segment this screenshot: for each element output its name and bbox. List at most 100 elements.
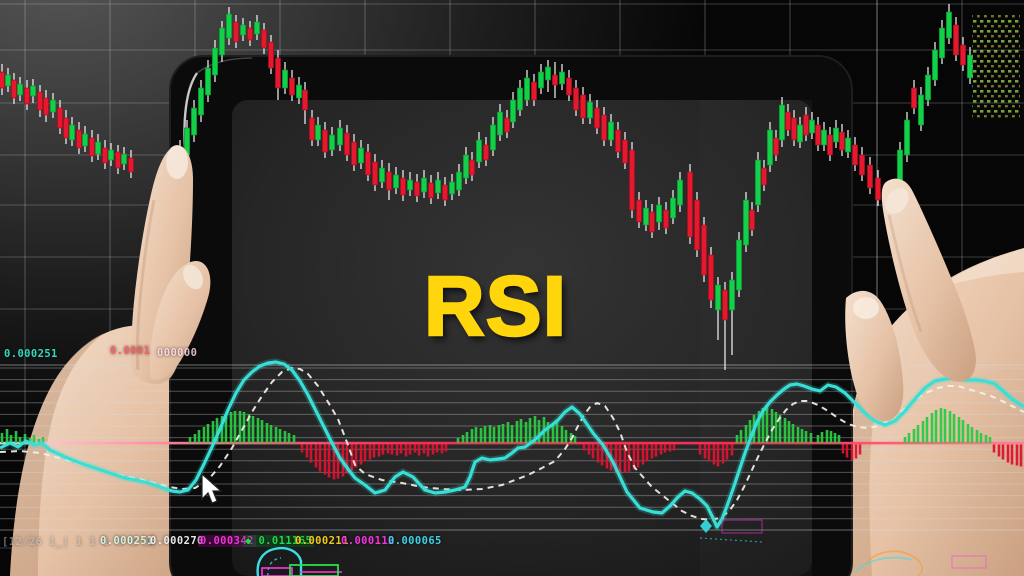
candlestick xyxy=(839,131,845,151)
histogram-bar xyxy=(925,417,929,443)
histogram-bar xyxy=(215,418,219,443)
candlestick xyxy=(594,107,600,129)
histogram-bar xyxy=(260,420,264,443)
price-label: 0.000342 xyxy=(198,535,256,547)
histogram-bar xyxy=(426,444,430,457)
candlestick xyxy=(57,107,63,129)
histogram-bar xyxy=(292,435,296,443)
candlestick xyxy=(309,117,315,141)
histogram-bar xyxy=(555,421,559,443)
histogram-bar xyxy=(497,425,501,443)
histogram-bar xyxy=(748,420,752,443)
histogram-bar xyxy=(672,444,676,451)
candlestick xyxy=(247,27,253,41)
histogram-bar xyxy=(984,435,988,443)
candlestick xyxy=(821,129,827,146)
histogram-bar xyxy=(41,437,45,443)
histogram-bar xyxy=(912,429,916,443)
candlestick xyxy=(656,204,662,223)
candlestick xyxy=(925,74,931,101)
histogram-bar xyxy=(663,444,667,453)
histogram-bar xyxy=(300,444,304,453)
circuit-doodles xyxy=(256,519,987,576)
candlestick xyxy=(95,141,101,155)
candlestick xyxy=(953,24,959,56)
candlestick xyxy=(939,27,945,59)
histogram-bar xyxy=(1015,444,1019,466)
histogram-bar xyxy=(37,439,41,443)
histogram-bar xyxy=(18,437,22,443)
histogram-bar xyxy=(721,444,725,464)
histogram-bar xyxy=(774,412,778,443)
candlestick xyxy=(322,129,328,153)
histogram-bar xyxy=(632,444,636,470)
mouse-cursor xyxy=(201,472,223,504)
candlestick xyxy=(268,41,274,69)
histogram-bar xyxy=(211,421,215,443)
histogram-bar xyxy=(783,418,787,443)
right-index-finger xyxy=(881,178,976,382)
candlestick xyxy=(76,129,82,149)
price-label: 000000 xyxy=(157,347,198,359)
histogram-bar xyxy=(735,435,739,443)
histogram-bar xyxy=(943,409,947,443)
price-label: 0.000065 xyxy=(388,535,442,547)
histogram-bar xyxy=(377,444,381,457)
histogram-bar xyxy=(1006,444,1010,463)
candlestick xyxy=(755,159,761,206)
candlestick xyxy=(469,159,475,176)
histogram-bar xyxy=(659,444,663,455)
histogram-bar xyxy=(23,434,27,443)
histogram-bar xyxy=(761,408,765,443)
candlestick xyxy=(897,149,903,181)
candlestick xyxy=(128,157,134,173)
histogram-bar xyxy=(233,411,237,443)
histogram-bar xyxy=(833,433,837,443)
right-thumb xyxy=(845,290,904,421)
histogram-bar xyxy=(309,444,313,463)
candlestick xyxy=(504,117,510,133)
histogram-bar xyxy=(988,437,992,443)
candlestick xyxy=(108,149,114,161)
histogram-bar xyxy=(668,444,672,452)
candlestick xyxy=(573,87,579,111)
histogram-bar xyxy=(408,444,412,455)
candlestick xyxy=(729,279,735,311)
histogram-bar xyxy=(916,425,920,443)
histogram-bar xyxy=(930,413,934,443)
histogram-bar xyxy=(5,429,9,443)
histogram-bar xyxy=(770,409,774,443)
histogram-bar xyxy=(979,433,983,443)
rsi-title: RSI xyxy=(423,258,568,355)
candlestick xyxy=(483,144,489,161)
histogram-bar xyxy=(975,430,979,443)
candlestick xyxy=(932,49,938,81)
candlestick xyxy=(736,239,742,291)
candlestick xyxy=(5,74,11,87)
histogram-bar xyxy=(791,424,795,443)
candlestick xyxy=(797,124,803,143)
candlestick xyxy=(191,107,197,136)
candlestick xyxy=(694,199,700,251)
histogram-bar xyxy=(287,433,291,443)
histogram-bar xyxy=(470,429,474,443)
histogram-bar xyxy=(386,444,390,454)
candlestick xyxy=(233,21,239,43)
histogram-bar xyxy=(596,444,600,463)
candlestick xyxy=(545,66,551,81)
candlestick xyxy=(761,167,767,186)
candlestick xyxy=(386,171,392,191)
histogram-bar xyxy=(202,427,206,443)
histogram-bar xyxy=(787,421,791,443)
candlestick xyxy=(358,147,364,164)
macd-line xyxy=(0,360,1024,529)
histogram-bar xyxy=(197,430,201,443)
left-index-fingertip xyxy=(149,260,211,380)
histogram-bar xyxy=(323,444,327,475)
histogram-bar xyxy=(395,444,399,456)
histogram-bar xyxy=(551,425,555,443)
histogram-bar xyxy=(435,444,439,453)
candlestick xyxy=(226,13,232,39)
candlestick xyxy=(17,83,23,96)
candlestick xyxy=(715,284,721,311)
